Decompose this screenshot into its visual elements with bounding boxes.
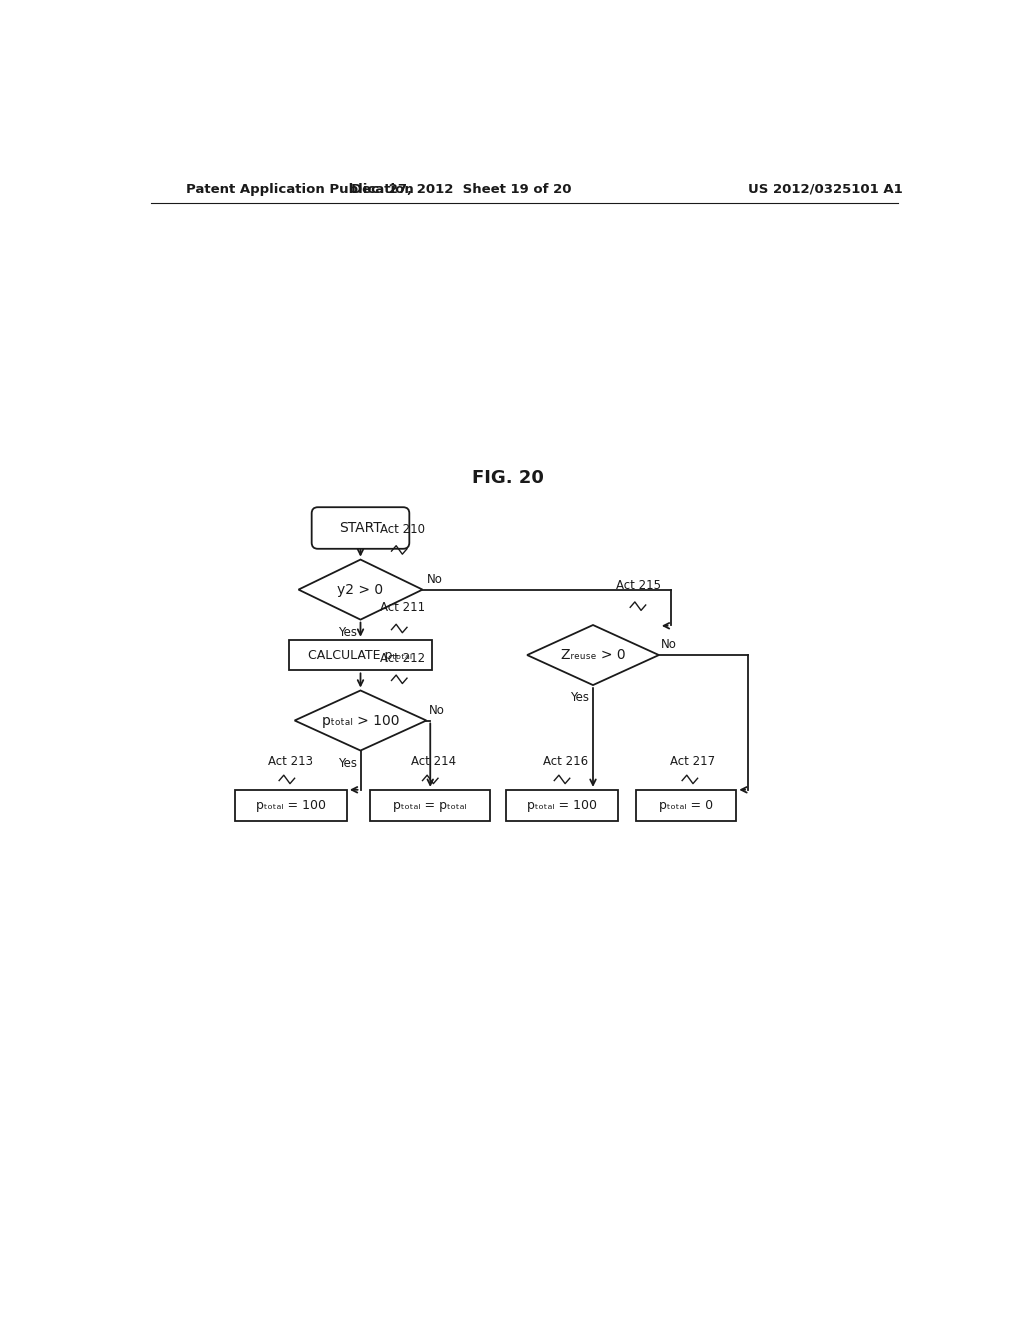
Text: Act 214: Act 214 [411, 755, 456, 768]
Text: Act 216: Act 216 [543, 755, 588, 768]
Bar [636, 789, 736, 821]
Text: Patent Application Publication: Patent Application Publication [186, 182, 414, 195]
Bar [234, 789, 347, 821]
Text: FIG. 20: FIG. 20 [472, 469, 544, 487]
Text: Act 213: Act 213 [267, 755, 312, 768]
Polygon shape [299, 560, 423, 619]
Text: US 2012/0325101 A1: US 2012/0325101 A1 [749, 182, 903, 195]
Text: No: No [662, 638, 677, 651]
Polygon shape [527, 626, 658, 685]
Text: No: No [429, 704, 444, 717]
Text: Zᵣₑᵤₛₑ > 0: Zᵣₑᵤₛₑ > 0 [561, 648, 626, 663]
Text: Act 212: Act 212 [380, 652, 425, 665]
Text: y2 > 0: y2 > 0 [338, 582, 384, 597]
Text: pₜₒₜₐₗ = 100: pₜₒₜₐₗ = 100 [256, 799, 326, 812]
Bar [506, 789, 618, 821]
Text: Dec. 27, 2012  Sheet 19 of 20: Dec. 27, 2012 Sheet 19 of 20 [351, 182, 571, 195]
Text: Act 210: Act 210 [380, 523, 425, 536]
Text: No: No [426, 573, 442, 586]
Text: pₜₒₜₐₗ > 100: pₜₒₜₐₗ > 100 [322, 714, 399, 727]
Text: Yes: Yes [338, 756, 356, 770]
Text: Act 217: Act 217 [671, 755, 716, 768]
Text: pₜₒₜₐₗ = pₜₒₜₐₗ: pₜₒₜₐₗ = pₜₒₜₐₗ [393, 799, 467, 812]
Bar [289, 640, 432, 671]
Text: Act 215: Act 215 [616, 579, 662, 591]
FancyBboxPatch shape [311, 507, 410, 549]
Polygon shape [295, 690, 426, 751]
Text: Yes: Yes [338, 626, 356, 639]
Text: pₜₒₜₐₗ = 0: pₜₒₜₐₗ = 0 [658, 799, 713, 812]
Text: pₜₒₜₐₗ = 100: pₜₒₜₐₗ = 100 [527, 799, 597, 812]
Text: START: START [339, 521, 382, 535]
Bar [371, 789, 490, 821]
Text: Act 211: Act 211 [380, 601, 425, 614]
Text: Yes: Yes [570, 692, 589, 705]
Text: CALCULATE pₜₒₜₐₗ: CALCULATE pₜₒₜₐₗ [308, 648, 413, 661]
